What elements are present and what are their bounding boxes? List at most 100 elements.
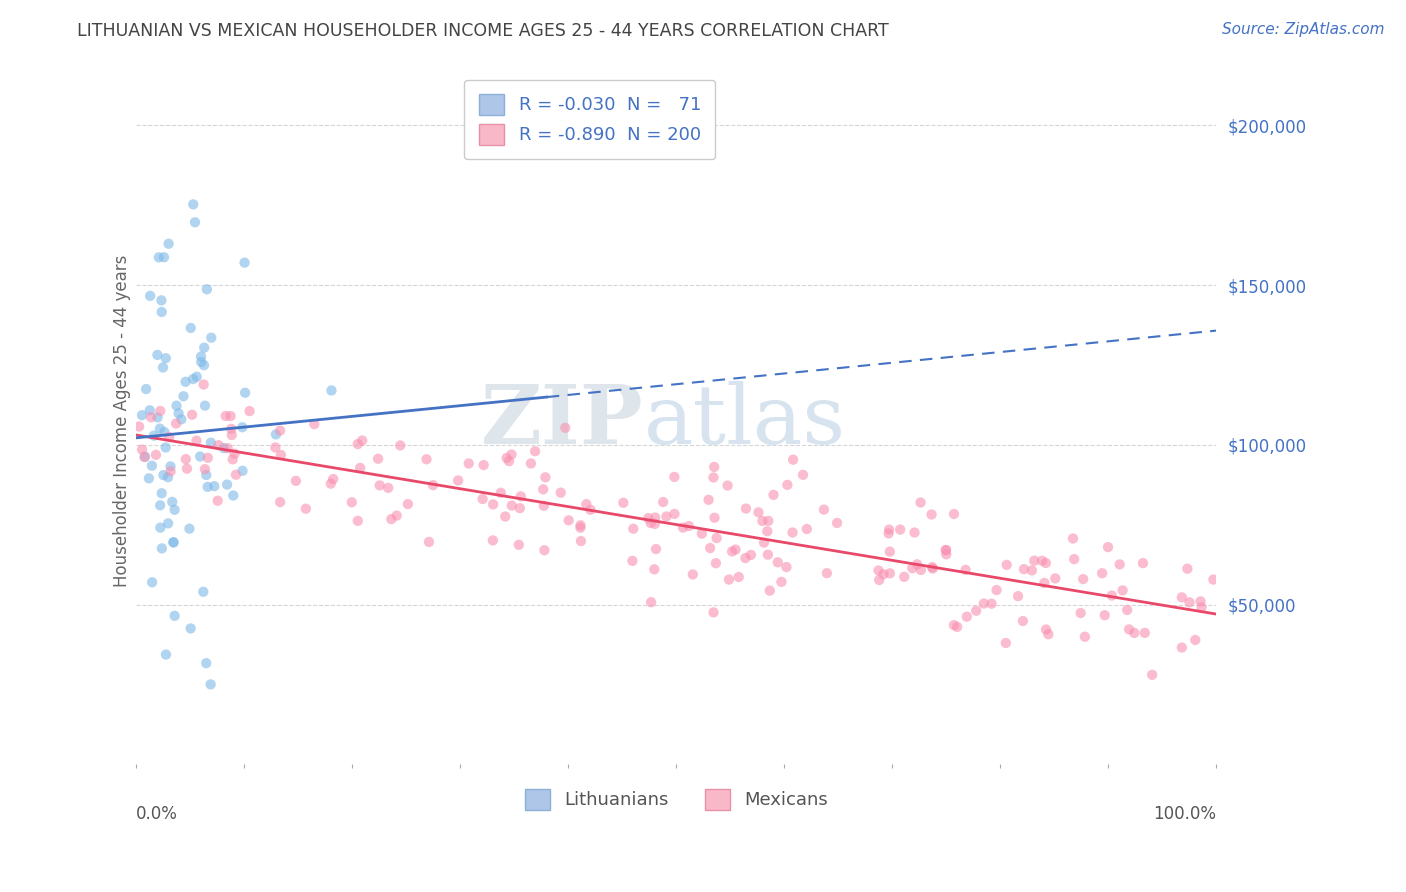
Point: [569, 534, 592, 549]
Point: [879, 544, 901, 558]
Point: [195, 282, 218, 296]
Point: [188, 450, 211, 464]
Point: [637, 511, 659, 525]
Point: [153, 425, 176, 439]
Point: [766, 555, 789, 569]
Point: [152, 468, 174, 483]
Point: [752, 535, 775, 549]
Point: [180, 321, 202, 335]
Point: [759, 583, 782, 598]
Point: [181, 197, 204, 211]
Point: [139, 410, 162, 425]
Point: [702, 606, 724, 620]
Point: [554, 421, 576, 435]
Point: [150, 293, 173, 308]
Point: [422, 478, 444, 492]
Point: [973, 597, 995, 611]
Point: [612, 496, 634, 510]
Point: [179, 522, 201, 536]
Point: [1071, 572, 1094, 586]
Point: [141, 575, 163, 590]
Point: [1070, 606, 1092, 620]
Point: [550, 485, 572, 500]
Point: [139, 289, 162, 303]
Point: [489, 485, 512, 500]
Text: LITHUANIAN VS MEXICAN HOUSEHOLDER INCOME AGES 25 - 44 YEARS CORRELATION CHART: LITHUANIAN VS MEXICAN HOUSEHOLDER INCOME…: [77, 22, 889, 40]
Point: [494, 509, 516, 524]
Point: [986, 583, 1008, 598]
Point: [706, 531, 728, 545]
Point: [645, 542, 668, 557]
Text: ZIP: ZIP: [481, 381, 644, 461]
Point: [956, 609, 979, 624]
Point: [534, 470, 557, 484]
Point: [377, 481, 399, 495]
Point: [1132, 556, 1154, 570]
Point: [1191, 600, 1213, 615]
Point: [704, 556, 727, 570]
Point: [980, 597, 1002, 611]
Point: [782, 452, 804, 467]
Point: [145, 448, 167, 462]
Point: [770, 574, 793, 589]
Point: [756, 514, 779, 528]
Point: [186, 369, 208, 384]
Point: [717, 573, 740, 587]
Point: [664, 470, 686, 484]
Point: [194, 399, 217, 413]
Point: [166, 399, 188, 413]
Point: [935, 547, 957, 561]
Point: [1012, 562, 1035, 576]
Point: [1171, 640, 1194, 655]
Point: [921, 561, 943, 575]
Point: [690, 526, 713, 541]
Point: [644, 516, 666, 531]
Point: [1202, 573, 1225, 587]
Point: [146, 410, 169, 425]
Point: [212, 441, 235, 455]
Point: [1031, 554, 1053, 568]
Point: [152, 360, 174, 375]
Point: [157, 430, 180, 444]
Point: [157, 236, 180, 251]
Point: [471, 491, 494, 506]
Point: [284, 474, 307, 488]
Point: [1118, 623, 1140, 637]
Point: [134, 450, 156, 464]
Point: [181, 372, 204, 386]
Point: [321, 384, 343, 398]
Text: 0.0%: 0.0%: [136, 805, 179, 823]
Point: [762, 488, 785, 502]
Point: [721, 544, 744, 558]
Point: [734, 551, 756, 566]
Point: [796, 522, 818, 536]
Point: [221, 452, 243, 467]
Point: [825, 516, 848, 530]
Point: [174, 375, 197, 389]
Point: [472, 458, 495, 472]
Y-axis label: Householder Income Ages 25 - 44 years: Householder Income Ages 25 - 44 years: [114, 255, 131, 587]
Point: [217, 477, 239, 491]
Point: [269, 495, 291, 509]
Point: [319, 476, 342, 491]
Point: [495, 450, 517, 465]
Point: [148, 251, 170, 265]
Point: [165, 417, 187, 431]
Point: [1091, 566, 1114, 581]
Point: [167, 406, 190, 420]
Point: [142, 428, 165, 442]
Point: [1178, 595, 1201, 609]
Point: [159, 464, 181, 478]
Point: [264, 427, 287, 442]
Point: [239, 404, 262, 418]
Point: [942, 618, 965, 632]
Point: [1111, 583, 1133, 598]
Point: [699, 541, 721, 555]
Point: [640, 595, 662, 609]
Point: [813, 502, 835, 516]
Point: [340, 495, 363, 509]
Point: [1108, 558, 1130, 572]
Point: [946, 620, 969, 634]
Point: [905, 558, 928, 572]
Point: [155, 351, 177, 366]
